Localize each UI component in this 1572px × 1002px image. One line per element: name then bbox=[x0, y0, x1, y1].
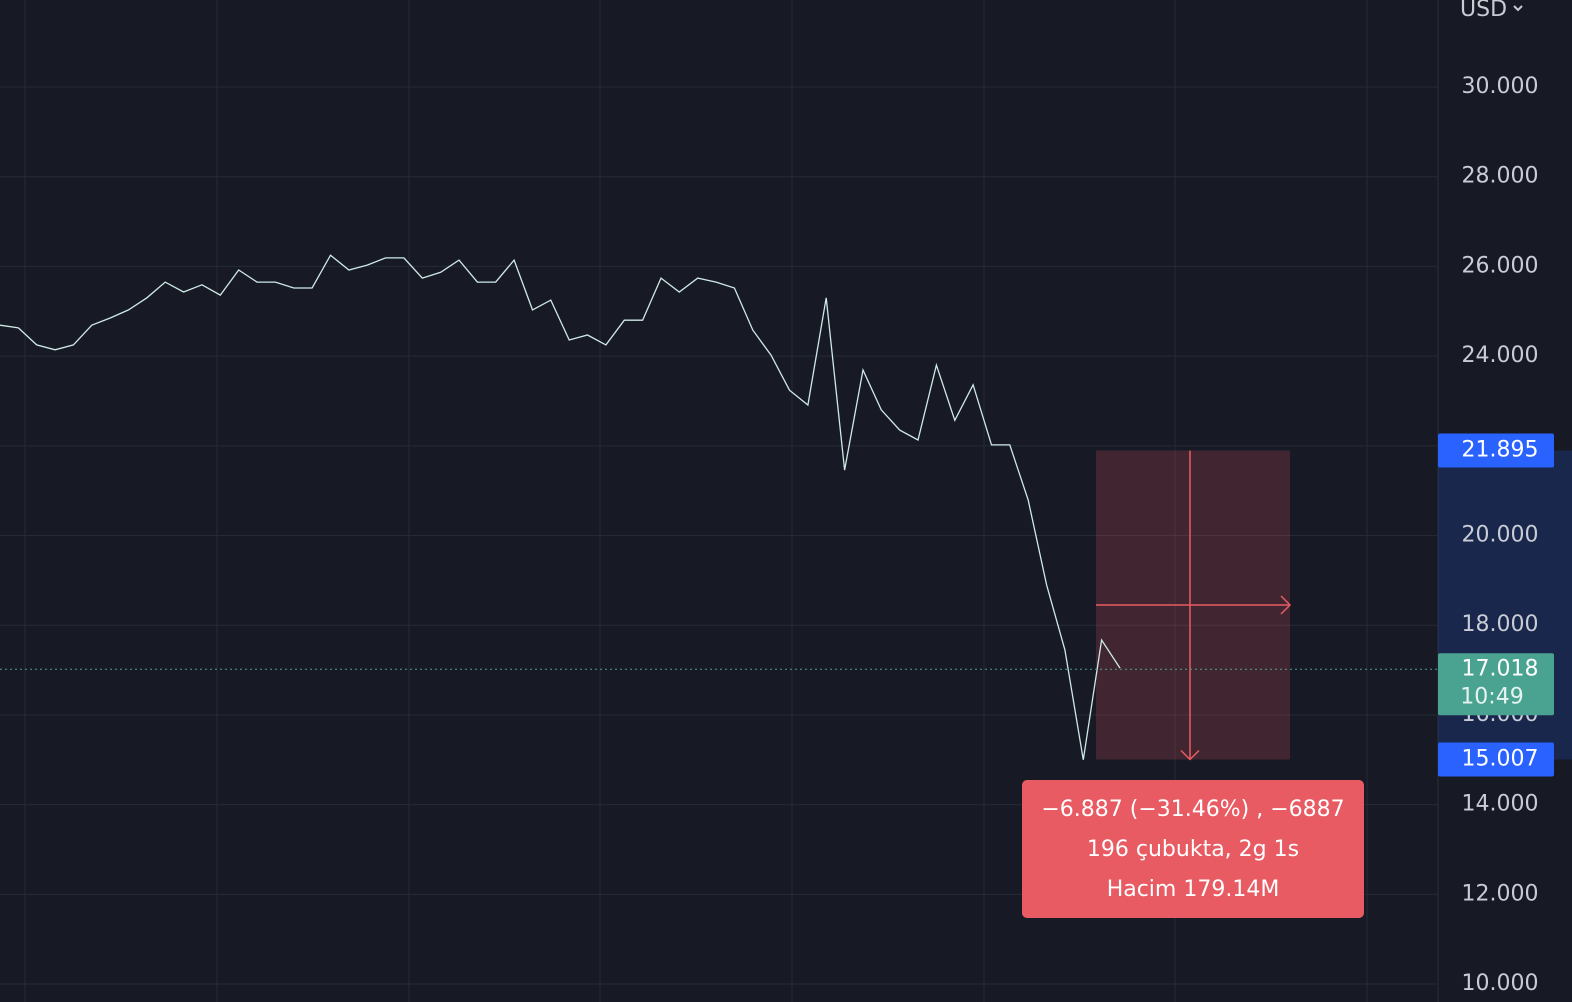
y-tick-label: 20.000 bbox=[1462, 523, 1539, 548]
y-tick-label: 12.000 bbox=[1462, 881, 1539, 906]
measure-info-text: Hacim 179.14M bbox=[1107, 877, 1280, 902]
price-badge bbox=[1438, 742, 1554, 777]
measure-h-arrowhead bbox=[1280, 595, 1292, 615]
y-tick-label: 10.000 bbox=[1462, 971, 1539, 996]
measure-info-box bbox=[1022, 780, 1364, 918]
y-tick-label: 18.000 bbox=[1462, 612, 1539, 637]
currency-caret[interactable] bbox=[1513, 5, 1523, 12]
currency-label[interactable]: USD bbox=[1460, 0, 1507, 22]
price-label: 21.895 bbox=[1462, 438, 1539, 463]
y-tick-label: 14.000 bbox=[1462, 792, 1539, 817]
measure-v-arrowhead bbox=[1180, 749, 1200, 761]
y-tick-label: 24.000 bbox=[1462, 343, 1539, 368]
measure-info-text: 196 çubukta, 2g 1s bbox=[1087, 837, 1299, 862]
y-tick-label: 30.000 bbox=[1462, 74, 1539, 99]
price-label: 15.007 bbox=[1462, 746, 1539, 771]
last-price-label: 17.018 bbox=[1462, 656, 1539, 681]
price-line bbox=[0, 254, 1121, 760]
y-tick-label: 28.000 bbox=[1462, 164, 1539, 189]
countdown-label: 10:49 bbox=[1460, 684, 1523, 709]
last-price-badge bbox=[1438, 653, 1554, 716]
price-badge bbox=[1438, 433, 1554, 468]
measure-info-text: −6.887 (−31.46%) , −6887 bbox=[1041, 797, 1344, 822]
y-tick-label: 26.000 bbox=[1462, 253, 1539, 278]
